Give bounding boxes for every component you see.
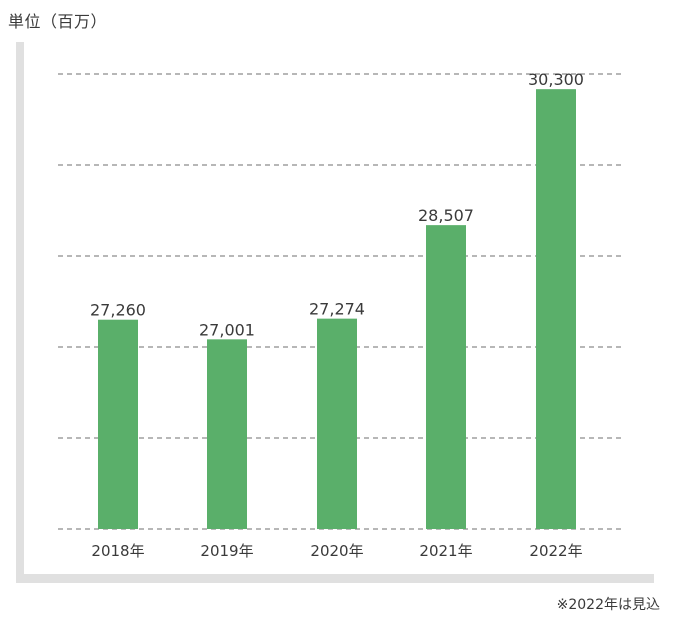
chart-axes bbox=[16, 42, 654, 583]
bar-2018 bbox=[98, 319, 138, 529]
x-tick-label: 2021年 bbox=[419, 542, 472, 560]
bar-2019 bbox=[207, 339, 247, 529]
value-label: 27,001 bbox=[199, 320, 255, 339]
unit-label: 単位（百万） bbox=[8, 12, 108, 31]
x-tick-label: 2022年 bbox=[529, 542, 582, 560]
value-label: 30,300 bbox=[528, 70, 584, 89]
x-tick-label: 2018年 bbox=[91, 542, 144, 560]
bars bbox=[98, 89, 576, 530]
bar-2020 bbox=[317, 318, 357, 529]
footnote: ※2022年は見込 bbox=[556, 597, 660, 613]
bar-2021 bbox=[426, 225, 466, 529]
value-labels: 27,260 27,001 27,274 28,507 30,300 bbox=[90, 70, 584, 339]
x-tick-label: 2019年 bbox=[200, 542, 253, 560]
x-tick-label: 2020年 bbox=[310, 542, 363, 560]
x-tick-labels: 2018年 2019年 2020年 2021年 2022年 bbox=[91, 542, 582, 560]
bar-2022 bbox=[536, 89, 576, 530]
value-label: 27,260 bbox=[90, 301, 146, 320]
y-axis-line bbox=[16, 42, 24, 582]
x-axis-line bbox=[16, 574, 654, 583]
value-label: 28,507 bbox=[418, 206, 474, 225]
value-label: 27,274 bbox=[309, 300, 365, 319]
